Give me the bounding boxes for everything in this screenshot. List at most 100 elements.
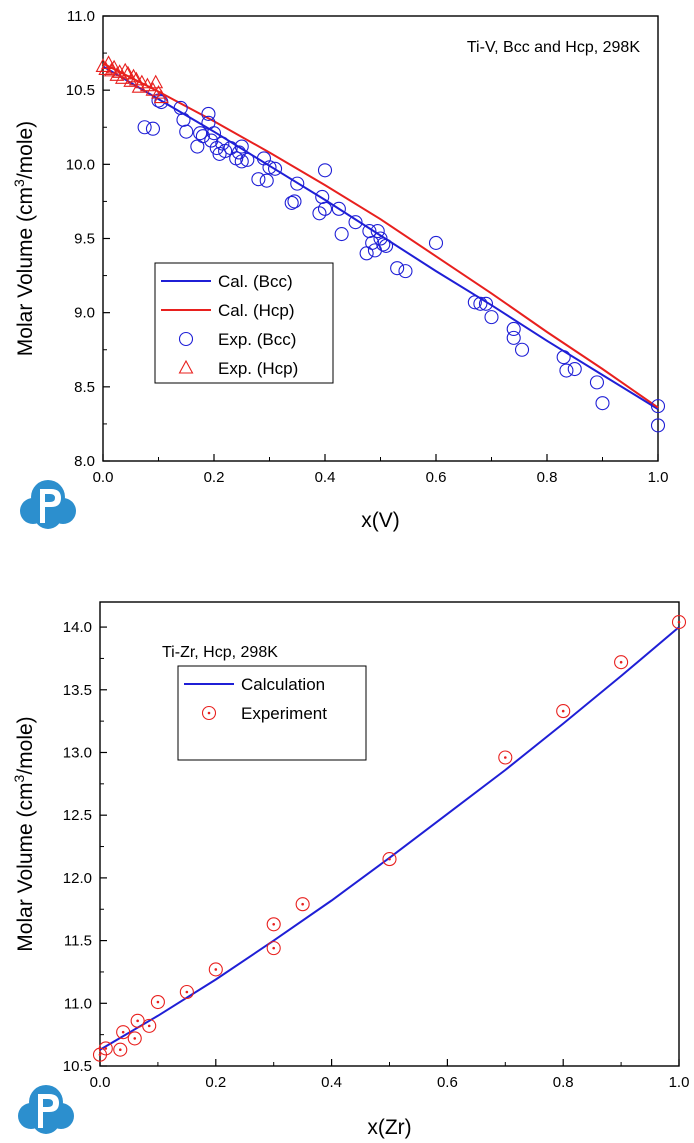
legend-swatch-exp-hcp bbox=[178, 359, 194, 374]
y-tick-label: 14.0 bbox=[63, 619, 92, 636]
data-point-exp-hcp bbox=[95, 58, 111, 72]
x-tick-label: 1.0 bbox=[669, 1074, 690, 1091]
data-point-exp-bcc bbox=[137, 120, 152, 135]
series-line-cal-bcc bbox=[102, 65, 659, 410]
data-point-exp-bcc bbox=[514, 342, 530, 357]
data-point-exp-bcc bbox=[176, 112, 191, 127]
data-point-exp-hcp bbox=[117, 62, 133, 77]
data-point-experiment bbox=[98, 1041, 113, 1056]
data-point-exp-bcc bbox=[506, 330, 521, 345]
data-point-exp-bcc bbox=[559, 363, 574, 378]
data-point-exp-hcp bbox=[126, 68, 141, 83]
data-point-exp-bcc bbox=[287, 194, 302, 209]
y-tick-label: 11.0 bbox=[64, 995, 92, 1012]
chart-annotation: Ti-V, Bcc and Hcp, 298K bbox=[467, 39, 640, 56]
brand-logo bbox=[18, 1085, 74, 1134]
data-point-exp-bcc bbox=[348, 215, 363, 230]
data-point-exp-bcc bbox=[259, 173, 274, 188]
data-point-exp-hcp bbox=[103, 62, 119, 77]
data-point-experiment bbox=[179, 984, 194, 1000]
data-point-exp-hcp bbox=[145, 82, 161, 96]
data-point-exp-bcc bbox=[234, 154, 249, 169]
legend-label-exp-bcc: Exp. (Bcc) bbox=[218, 330, 296, 349]
y-tick-label: 11.5 bbox=[64, 933, 92, 950]
y-tick-label: 12.5 bbox=[63, 807, 92, 824]
data-point-exp-bcc bbox=[359, 246, 374, 261]
data-point-exp-bcc bbox=[193, 126, 208, 141]
plot-area bbox=[95, 55, 666, 433]
data-point-exp-bcc bbox=[595, 396, 610, 411]
data-point-exp-bcc bbox=[650, 418, 666, 433]
chart-ti-zr: 0.0 0.2 0.4 0.6 0.8 1.0 10.5 11.0 11.5 12.0 12.5 13… bbox=[11, 601, 690, 1139]
data-point-exp-bcc bbox=[331, 201, 346, 216]
data-point-exp-hcp bbox=[153, 89, 169, 104]
legend-label-experiment: Experiment bbox=[241, 704, 327, 723]
data-point-experiment bbox=[556, 704, 571, 719]
data-point-exp-bcc bbox=[370, 224, 385, 239]
data-point-exp-bcc bbox=[284, 195, 299, 210]
data-point-exp-bcc bbox=[317, 201, 333, 216]
data-point-exp-bcc bbox=[312, 206, 327, 221]
data-point-experiment bbox=[671, 615, 687, 630]
x-tick-label: 0.2 bbox=[205, 1074, 226, 1091]
x-tick-label: 1.0 bbox=[648, 469, 669, 486]
data-point-experiment bbox=[382, 852, 397, 867]
legend: Cal. (Bcc) Cal. (Hcp) Exp. (Bcc) Exp. (Hcp) bbox=[154, 262, 334, 384]
y-tick-label: 10.5 bbox=[63, 1058, 92, 1075]
data-point-experiment bbox=[116, 1025, 131, 1040]
data-point-exp-bcc bbox=[506, 321, 521, 337]
data-point-exp-bcc bbox=[467, 295, 482, 310]
chart-ti-v: 0.0 0.2 0.4 0.6 0.8 1.0 8.0 8.5 9.0 9.5 10.0 10.5 11… bbox=[11, 8, 668, 532]
x-tick-label: 0.6 bbox=[426, 469, 447, 486]
data-point-exp-bcc bbox=[240, 152, 255, 167]
data-point-exp-bcc bbox=[473, 296, 488, 311]
y-axis-title-unit: /mole) bbox=[14, 716, 37, 774]
data-point-exp-hcp bbox=[115, 70, 130, 84]
data-point-exp-bcc bbox=[390, 261, 405, 276]
y-tick-label: 9.0 bbox=[74, 305, 95, 322]
data-point-experiment bbox=[266, 917, 281, 932]
data-point-exp-bcc bbox=[251, 172, 266, 187]
data-point-exp-bcc bbox=[478, 296, 494, 311]
y-tick-label: 11.0 bbox=[67, 8, 95, 25]
y-axis-title: Molar Volume (cm3/mole) bbox=[11, 716, 37, 951]
series-line-cal-hcp bbox=[102, 62, 659, 409]
data-point-exp-bcc bbox=[398, 264, 413, 279]
y-axis-title-text: Molar Volume (cm bbox=[14, 187, 37, 356]
x-tick-label: 0.8 bbox=[553, 1074, 574, 1091]
y-tick-label: 8.0 bbox=[74, 453, 95, 470]
y-axis-title-superscript: 3 bbox=[11, 774, 27, 782]
legend: Calculation Experiment bbox=[177, 665, 367, 761]
data-point-exp-bcc bbox=[650, 399, 666, 414]
data-point-exp-bcc bbox=[315, 189, 330, 205]
data-point-exp-bcc bbox=[179, 124, 194, 139]
legend-label-calculation: Calculation bbox=[241, 675, 325, 694]
data-point-exp-bcc bbox=[262, 160, 277, 175]
x-axis-title: x(Zr) bbox=[367, 1116, 411, 1139]
x-tick-label: 0.0 bbox=[90, 1074, 111, 1091]
legend-label-exp-hcp: Exp. (Hcp) bbox=[218, 359, 298, 378]
legend-swatch-exp-bcc bbox=[178, 331, 194, 347]
data-point-experiment bbox=[208, 962, 223, 977]
data-point-experiment bbox=[130, 1013, 145, 1028]
data-point-exp-bcc bbox=[195, 129, 210, 144]
y-axis-title-superscript: 3 bbox=[11, 179, 27, 187]
legend-swatch-experiment bbox=[201, 705, 217, 721]
data-point-exp-bcc bbox=[567, 361, 582, 377]
y-tick-label: 8.5 bbox=[74, 379, 95, 396]
plot-area bbox=[92, 615, 687, 1062]
data-point-experiment bbox=[142, 1018, 157, 1033]
brand-logo bbox=[20, 480, 76, 529]
x-tick-label: 0.4 bbox=[315, 469, 336, 486]
data-point-exp-hcp bbox=[148, 74, 164, 89]
y-tick-label: 9.5 bbox=[74, 231, 95, 248]
y-tick-label: 13.5 bbox=[63, 682, 92, 699]
x-tick-label: 0.8 bbox=[537, 469, 558, 486]
data-point-exp-bcc bbox=[428, 235, 444, 250]
data-point-experiment bbox=[266, 941, 281, 956]
data-point-exp-bcc bbox=[556, 350, 571, 365]
data-point-exp-bcc bbox=[334, 227, 349, 242]
x-tick-label: 0.2 bbox=[204, 469, 225, 486]
data-point-exp-bcc bbox=[484, 310, 499, 325]
